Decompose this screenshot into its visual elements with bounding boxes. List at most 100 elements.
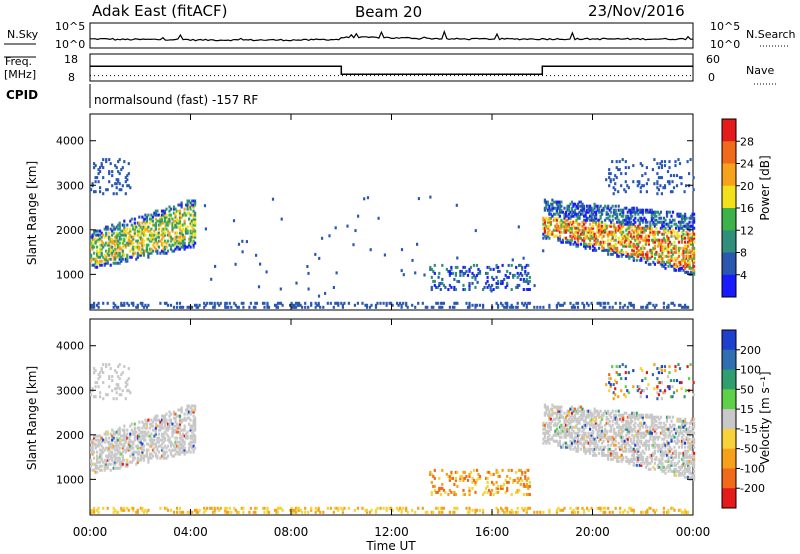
data-cell [197, 510, 200, 514]
data-cell [100, 251, 103, 255]
data-cell [363, 197, 366, 201]
data-cell [123, 436, 126, 440]
data-cell [637, 431, 640, 435]
data-cell [665, 212, 669, 216]
data-cell [673, 230, 676, 234]
data-cell [596, 423, 599, 427]
data-cell [123, 231, 126, 235]
data-cell [551, 232, 554, 236]
data-cell [180, 233, 183, 237]
data-cell [628, 443, 631, 447]
data-cell [542, 421, 545, 425]
data-cell [185, 418, 188, 422]
data-cell [123, 237, 126, 241]
data-cell [607, 234, 610, 238]
data-cell [592, 453, 595, 457]
data-cell [660, 381, 663, 385]
data-cell [121, 444, 124, 448]
data-cell [160, 217, 164, 221]
data-cell [100, 440, 103, 444]
data-cell [450, 267, 453, 271]
data-cell [625, 447, 628, 451]
data-cell [614, 238, 617, 242]
data-cell [171, 237, 174, 241]
data-cell [370, 303, 373, 307]
data-cell [108, 180, 111, 184]
data-cell [613, 451, 616, 455]
data-cell [665, 443, 669, 447]
date-label: 23/Nov/2016 [588, 2, 685, 20]
data-cell [127, 508, 130, 512]
data-cell [160, 241, 164, 245]
data-cell [439, 301, 442, 305]
data-cell [224, 303, 227, 307]
data-cell [93, 190, 96, 194]
data-cell [625, 411, 628, 415]
data-cell [533, 305, 536, 309]
data-cell [599, 429, 602, 433]
data-cell [629, 459, 632, 463]
data-cell [570, 435, 574, 439]
data-cell [684, 417, 687, 421]
data-cell [587, 216, 590, 220]
data-cell [583, 411, 586, 415]
data-cell [114, 182, 117, 186]
data-cell [687, 431, 690, 435]
data-cell [646, 238, 649, 242]
data-cell [121, 223, 124, 227]
data-cell [322, 305, 325, 309]
data-cell [614, 413, 617, 417]
data-cell [661, 244, 664, 248]
data-cell [618, 365, 621, 369]
data-cell [96, 229, 99, 233]
data-cell [608, 208, 611, 212]
data-cell [111, 434, 114, 438]
data-cell [687, 250, 690, 254]
data-cell [602, 431, 605, 435]
data-cell [570, 238, 574, 242]
data-cell [139, 456, 142, 460]
data-cell [632, 208, 635, 212]
data-cell [583, 228, 586, 232]
data-cell [145, 245, 148, 249]
data-cell [631, 244, 634, 248]
data-cell [693, 465, 696, 469]
data-cell [147, 213, 150, 217]
data-cell [641, 443, 644, 447]
data-cell [626, 437, 629, 441]
data-cell [674, 248, 678, 252]
data-cell [182, 227, 185, 231]
data-cell [670, 248, 673, 252]
data-cell [665, 427, 669, 431]
data-cell [106, 225, 109, 229]
data-cell [90, 255, 93, 259]
data-cell [611, 423, 614, 427]
data-cell [510, 303, 513, 307]
data-cell [655, 455, 658, 459]
data-cell [213, 508, 216, 512]
data-cell [617, 433, 620, 437]
data-cell [638, 252, 641, 256]
data-cell [635, 413, 638, 417]
data-cell [174, 237, 177, 241]
data-cell [507, 275, 510, 279]
data-cell [691, 475, 694, 479]
data-cell [596, 240, 599, 244]
data-cell [685, 461, 688, 465]
data-cell [180, 450, 183, 454]
data-cell [127, 448, 130, 452]
data-cell [558, 411, 561, 415]
data-cell [163, 450, 167, 454]
data-cell [680, 443, 684, 447]
data-cell [185, 203, 188, 207]
data-cell [133, 231, 136, 235]
data-cell [90, 253, 93, 257]
data-cell [614, 216, 617, 220]
data-cell [135, 245, 138, 249]
data-cell [673, 435, 676, 439]
data-cell [504, 273, 507, 277]
data-cell [186, 404, 189, 408]
data-cell [165, 432, 168, 436]
data-cell [150, 219, 153, 223]
data-cell [136, 305, 139, 309]
